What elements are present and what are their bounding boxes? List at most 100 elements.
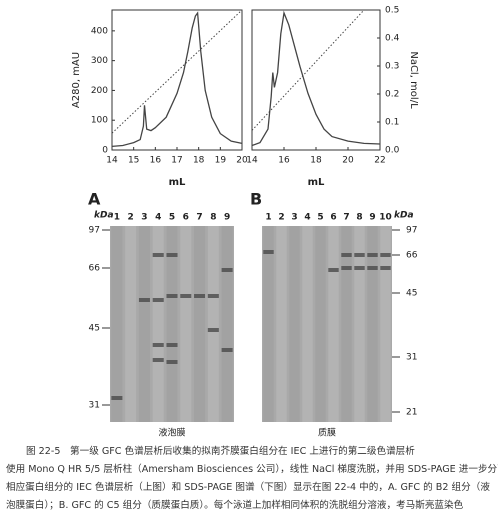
marker-label: 97 [406, 226, 417, 236]
gel-band [354, 266, 365, 270]
gel-band [221, 348, 233, 352]
absorbance-line [111, 11, 243, 148]
gel-band [166, 360, 178, 364]
gel-lane [194, 226, 206, 422]
gel-lane [289, 226, 300, 422]
lane-number: 4 [304, 213, 310, 223]
unit-label: kDa [94, 211, 114, 221]
gradient-line [251, 9, 365, 131]
lane-number: 2 [128, 213, 134, 223]
lane-number: 5 [317, 213, 323, 223]
y-axis-label: A280, mAU [71, 52, 82, 108]
gel-band [152, 253, 164, 257]
gel-band [367, 253, 378, 257]
caption-line: 泡膜蛋白）；B. GFC 的 C5 组分（质膜蛋白质）。每个泳道上加样相同体积的… [6, 499, 464, 511]
caption-line: 图 22-5 第一级 GFC 色谱层析后收集的拟南芥膜蛋白组分在 IEC 上进行… [26, 445, 415, 457]
y-tick-label: 200 [91, 86, 108, 96]
x-tick-label: 18 [310, 156, 322, 166]
gel-lane [367, 226, 378, 422]
gel-lane [263, 226, 274, 422]
absorbance-line [251, 10, 381, 147]
gel-lane [221, 226, 233, 422]
gel-band [341, 253, 352, 257]
lane-number: 6 [183, 213, 189, 223]
lane-number: 1 [114, 213, 120, 223]
y-tick-label: 100 [91, 116, 108, 126]
gel-band [263, 250, 274, 254]
lane-number: 7 [343, 213, 349, 223]
gel-lane [315, 226, 326, 422]
gel-lane [328, 226, 339, 422]
marker-label: 45 [406, 289, 417, 299]
lane-number: 10 [379, 213, 392, 223]
gel-band [380, 266, 391, 270]
lane-number: 9 [369, 213, 375, 223]
caption-line: 相应蛋白组分的 IEC 色谱层析（上图）和 SDS-PAGE 图谱（下图）显示在… [6, 481, 490, 493]
lane-number: 6 [330, 213, 336, 223]
marker-label: 45 [89, 324, 100, 334]
gel-lane [180, 226, 192, 422]
x-tick-label: 22 [374, 156, 385, 166]
x-tick-label: 18 [193, 156, 205, 166]
x-axis-label: mL [169, 177, 186, 188]
x-tick-label: 14 [106, 156, 118, 166]
lane-number: 8 [356, 213, 362, 223]
gel-band [138, 298, 150, 302]
y2-tick-label: 0.1 [385, 118, 399, 128]
gel-band [166, 253, 178, 257]
gel-band [380, 253, 391, 257]
gel-label: 液泡膜 [158, 427, 185, 439]
x-tick-label: 16 [150, 156, 162, 166]
gel-band [152, 298, 164, 302]
marker-label: 66 [406, 251, 418, 261]
gel-lane [380, 226, 391, 422]
gel-lane [354, 226, 365, 422]
gel-band [152, 358, 164, 362]
lane-number: 4 [155, 213, 161, 223]
y2-tick-label: 0.0 [385, 146, 400, 156]
plot-frame [111, 9, 243, 151]
x-tick-label: 20 [342, 156, 354, 166]
y2-tick-label: 0.3 [385, 62, 399, 72]
gel-lane [152, 226, 164, 422]
x-tick-label: 19 [215, 156, 227, 166]
gel-band [207, 294, 219, 298]
x-axis-label: mL [308, 177, 325, 188]
marker-label: 31 [89, 401, 100, 411]
lane-number: 9 [224, 213, 230, 223]
gel-band [111, 396, 123, 400]
y2-tick-label: 0.2 [385, 90, 399, 100]
gel-lane [166, 226, 178, 422]
unit-label: kDa [394, 211, 414, 221]
y-tick-label: 0 [102, 146, 108, 156]
gel-band [207, 328, 219, 332]
gel-band [367, 266, 378, 270]
gel-lane [138, 226, 150, 422]
x-tick-label: 17 [171, 156, 182, 166]
lane-number: 3 [141, 213, 147, 223]
lane-number: 7 [196, 213, 202, 223]
lane-number: 8 [210, 213, 216, 223]
y-tick-label: 300 [91, 56, 108, 66]
gel-lane [111, 226, 123, 422]
lane-number: 3 [291, 213, 297, 223]
marker-label: 66 [89, 264, 101, 274]
y-tick-label: 400 [91, 26, 108, 36]
gel-band [194, 294, 206, 298]
x-tick-label: 14 [246, 156, 258, 166]
gel-lane [125, 226, 137, 422]
gel-band [221, 268, 233, 272]
gel-lane [341, 226, 352, 422]
gel-band [180, 294, 192, 298]
x-tick-label: 15 [128, 156, 139, 166]
gel-label: 质膜 [318, 427, 336, 439]
gel-band [341, 266, 352, 270]
gel-band [166, 343, 178, 347]
lane-number: 5 [169, 213, 175, 223]
y2-tick-label: 0.4 [385, 34, 400, 44]
lane-number: 2 [278, 213, 284, 223]
gel-band [328, 268, 339, 272]
y2-tick-label: 0.5 [385, 6, 399, 16]
caption-line: 使用 Mono Q HR 5/5 层析柱（Amersham Bioscience… [6, 463, 498, 475]
